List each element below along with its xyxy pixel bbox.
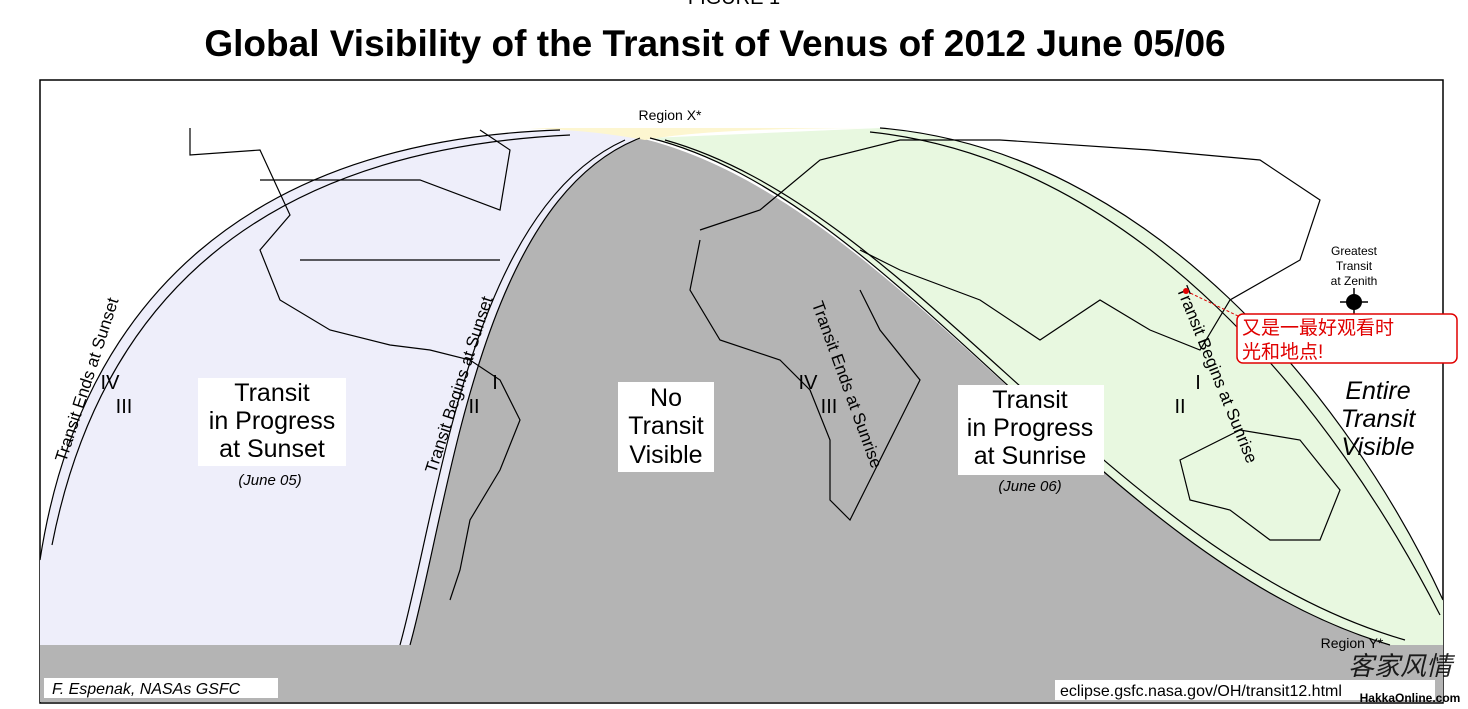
zone-label: Transit [234, 379, 310, 407]
contact-label: III [821, 396, 838, 418]
zone-label: Transit [628, 412, 704, 440]
zenith-label: Greatest [1331, 244, 1378, 258]
label-bg [958, 385, 1104, 475]
url: eclipse.gsfc.nasa.gov/OH/transit12.html [1060, 683, 1342, 700]
zone-label: in Progress [967, 414, 1093, 442]
contact-label: I [492, 372, 498, 394]
label-bg [618, 382, 714, 472]
label-bg [198, 378, 346, 466]
zenith-symbol [1340, 288, 1368, 316]
watermark: 客家风情 [1348, 651, 1456, 681]
credit-bg [44, 678, 278, 698]
eurasia-africa-outline [689, 139, 1341, 541]
region-label: Region Y* [1321, 635, 1384, 651]
zone-label: Visible [629, 441, 702, 469]
contact-label: IV [101, 372, 121, 394]
contact-label: I [1195, 372, 1201, 394]
annotation-text: 又是一最好观看时 [1242, 317, 1394, 339]
zenith-label: Transit [1336, 259, 1373, 273]
contact-label: III [116, 396, 133, 418]
visibility-curves [39, 127, 1444, 646]
no-transit-zone [410, 138, 1390, 645]
zone-label: Visible [1341, 433, 1414, 461]
contact-label: II [1174, 396, 1185, 418]
zone-label: Entire [1345, 377, 1410, 405]
zone-label: at Sunrise [974, 442, 1087, 470]
figure-number: FIGURE 1 [688, 0, 780, 9]
credit: F. Espenak, NASAs GSFC [52, 681, 241, 698]
zone-label: Transit [992, 386, 1068, 414]
zone-label: No [650, 384, 682, 412]
date-label: (June 06) [998, 478, 1061, 495]
contact-label: IV [799, 372, 819, 394]
zenith-label: at Zenith [1331, 274, 1378, 288]
zone-label: at Sunset [219, 435, 325, 463]
annotation-text: 光和地点! [1242, 341, 1323, 363]
title: Global Visibility of the Transit of Venu… [204, 23, 1225, 64]
zone-label: Transit [1341, 405, 1417, 433]
watermark: HakkaOnline.com [1360, 691, 1461, 705]
date-label: (June 05) [238, 472, 301, 489]
url-bg [1055, 680, 1435, 700]
zone-label: in Progress [209, 407, 335, 435]
region-x-zone [530, 128, 880, 140]
annotation-box [1236, 313, 1458, 364]
contact-label: II [468, 396, 479, 418]
region-label: Region X* [638, 107, 702, 123]
americas-outline [189, 128, 521, 601]
